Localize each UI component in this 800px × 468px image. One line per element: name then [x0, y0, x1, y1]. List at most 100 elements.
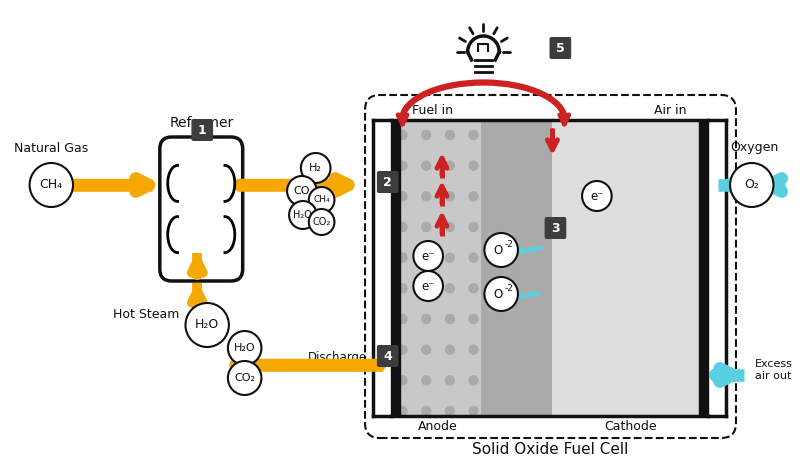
FancyBboxPatch shape: [545, 217, 566, 239]
Bar: [699, 120, 708, 416]
Circle shape: [398, 253, 407, 262]
Polygon shape: [482, 120, 553, 416]
FancyBboxPatch shape: [377, 345, 398, 367]
Text: -2: -2: [504, 284, 513, 292]
Text: e⁻: e⁻: [590, 190, 604, 203]
FancyBboxPatch shape: [191, 119, 213, 141]
Text: CH₄: CH₄: [314, 196, 330, 205]
Circle shape: [422, 161, 430, 170]
Circle shape: [287, 176, 317, 206]
Circle shape: [414, 241, 443, 271]
Circle shape: [422, 284, 430, 293]
Text: 2: 2: [383, 176, 392, 189]
Circle shape: [469, 222, 478, 232]
Text: Electrolyte: Electrolyte: [487, 401, 546, 411]
Text: e⁻: e⁻: [422, 249, 435, 263]
Text: H₂O: H₂O: [294, 210, 312, 220]
Text: CH₄: CH₄: [40, 178, 63, 191]
Text: H₂: H₂: [310, 163, 322, 173]
Circle shape: [422, 222, 430, 232]
Circle shape: [469, 284, 478, 293]
Circle shape: [398, 284, 407, 293]
Circle shape: [446, 284, 454, 293]
Circle shape: [469, 407, 478, 416]
Circle shape: [422, 131, 430, 139]
Circle shape: [446, 376, 454, 385]
Circle shape: [446, 253, 454, 262]
Circle shape: [469, 131, 478, 139]
Circle shape: [186, 303, 229, 347]
Text: Excess
air out: Excess air out: [754, 359, 793, 381]
Text: O₂: O₂: [744, 178, 759, 191]
Circle shape: [446, 222, 454, 232]
Circle shape: [301, 153, 330, 183]
Circle shape: [422, 407, 430, 416]
Text: 3: 3: [551, 221, 560, 234]
Circle shape: [398, 407, 407, 416]
Circle shape: [469, 314, 478, 323]
Circle shape: [469, 253, 478, 262]
Circle shape: [469, 192, 478, 201]
Text: -2: -2: [504, 240, 513, 249]
Text: Cathode: Cathode: [604, 419, 657, 432]
Circle shape: [422, 376, 430, 385]
Circle shape: [582, 181, 612, 211]
Circle shape: [446, 345, 454, 354]
Text: CO₂: CO₂: [234, 373, 255, 383]
Circle shape: [309, 187, 334, 213]
Circle shape: [228, 361, 262, 395]
FancyBboxPatch shape: [160, 137, 242, 281]
Circle shape: [730, 163, 774, 207]
FancyBboxPatch shape: [550, 37, 571, 59]
Circle shape: [414, 271, 443, 301]
Circle shape: [485, 233, 518, 267]
Circle shape: [446, 314, 454, 323]
Circle shape: [309, 209, 334, 235]
Text: CO: CO: [294, 186, 310, 196]
Text: 5: 5: [556, 42, 565, 54]
Text: O: O: [494, 287, 503, 300]
Text: e⁻: e⁻: [422, 279, 435, 292]
Circle shape: [422, 253, 430, 262]
Circle shape: [422, 314, 430, 323]
Circle shape: [30, 163, 73, 207]
Text: 1: 1: [198, 124, 206, 137]
Circle shape: [398, 131, 407, 139]
Text: Air in: Air in: [654, 103, 686, 117]
Circle shape: [446, 407, 454, 416]
Text: H₂O: H₂O: [195, 319, 219, 331]
Circle shape: [398, 376, 407, 385]
Polygon shape: [553, 120, 708, 416]
Circle shape: [289, 201, 317, 229]
Circle shape: [469, 376, 478, 385]
Circle shape: [422, 345, 430, 354]
Text: Reformer: Reformer: [170, 116, 234, 130]
Circle shape: [422, 192, 430, 201]
Circle shape: [398, 222, 407, 232]
Circle shape: [446, 161, 454, 170]
Text: H₂O: H₂O: [234, 343, 255, 353]
Circle shape: [398, 161, 407, 170]
Text: 4: 4: [383, 350, 392, 363]
Text: Anode: Anode: [418, 419, 458, 432]
Circle shape: [446, 131, 454, 139]
Circle shape: [398, 192, 407, 201]
Polygon shape: [390, 120, 708, 416]
Bar: [390, 120, 399, 416]
Text: Hot Steam: Hot Steam: [113, 308, 179, 322]
Text: Solid Oxide Fuel Cell: Solid Oxide Fuel Cell: [472, 443, 629, 458]
Text: CO₂: CO₂: [313, 217, 330, 227]
Polygon shape: [390, 120, 482, 416]
Circle shape: [398, 345, 407, 354]
Circle shape: [446, 192, 454, 201]
Circle shape: [228, 331, 262, 365]
FancyBboxPatch shape: [377, 171, 398, 193]
Text: Discharge: Discharge: [308, 351, 367, 364]
Text: O: O: [494, 243, 503, 256]
Text: Natural Gas: Natural Gas: [14, 141, 89, 154]
Circle shape: [485, 277, 518, 311]
Circle shape: [398, 314, 407, 323]
Circle shape: [469, 161, 478, 170]
Circle shape: [469, 345, 478, 354]
Text: Fuel in: Fuel in: [412, 103, 454, 117]
